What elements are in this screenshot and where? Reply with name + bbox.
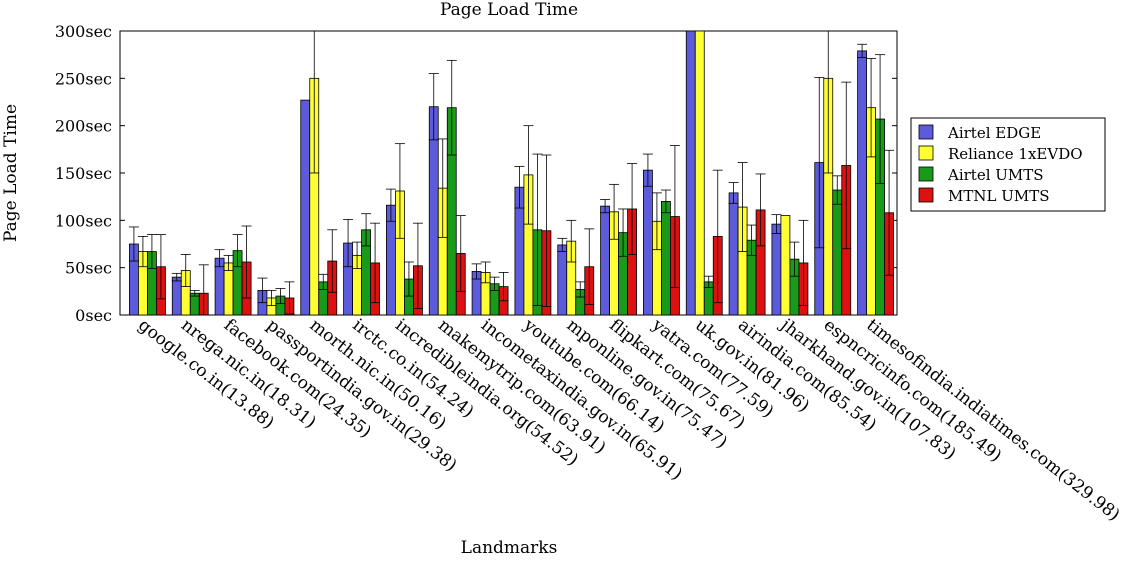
bar-airtel-edge — [557, 244, 568, 316]
legend: Airtel EDGE Reliance 1xEVDO Airtel UMTS MTN… — [910, 117, 1106, 212]
bar-airtel-edge — [771, 223, 782, 316]
bar-airtel-umts — [189, 292, 200, 316]
bar-airtel-edge — [171, 276, 182, 316]
x-axis-title: Landmarks — [461, 538, 558, 558]
legend-label: Airtel EDGE — [947, 124, 1041, 142]
bar-airtel-edge — [300, 99, 311, 316]
y-tick-label: 300sec — [55, 22, 112, 41]
bar-airtel-edge — [600, 205, 610, 316]
y-tick-label: 250sec — [55, 69, 112, 88]
bar-airtel-umts — [661, 200, 671, 316]
bar-airtel-edge — [643, 169, 653, 316]
bar-airtel-edge — [857, 50, 867, 316]
y-tick-label: 100sec — [55, 211, 112, 230]
x-tick-label: jharkhand.gov.in(107.83) — [775, 314, 959, 464]
legend-label: MTNL UMTS — [948, 187, 1050, 205]
y-tick-label: 200sec — [55, 117, 112, 136]
y-axis-title: Page Load Time — [1, 104, 21, 242]
x-tick-label: espncricinfo.com(185.49) — [820, 315, 1006, 466]
y-tick-label: 0sec — [75, 306, 112, 325]
bar-series-group — [129, 30, 894, 316]
legend-label: Reliance 1xEVDO — [948, 145, 1083, 163]
legend-swatch — [918, 124, 934, 140]
x-axis-labels: google.co.in(13.88)nrega.nic.in(18.31)fa… — [134, 314, 1123, 525]
legend-box — [910, 117, 1106, 212]
legend-swatch — [918, 145, 934, 161]
legend-swatch — [918, 166, 934, 182]
bar-airtel-edge — [728, 192, 739, 316]
chart-title: Page Load Time — [440, 0, 578, 20]
legend-swatch — [918, 187, 934, 203]
y-axis: 0sec 50sec 100sec 150sec 200sec 250sec 300sec — [55, 22, 897, 325]
bar-airtel-edge — [685, 30, 696, 316]
bar-airtel-umts — [832, 189, 843, 316]
error-bar-group — [128, 30, 895, 316]
y-tick-label: 150sec — [55, 164, 112, 183]
bar-reliance-1xevdo — [694, 30, 705, 316]
y-tick-label: 50sec — [65, 259, 112, 278]
bar-reliance-1xevdo — [780, 215, 791, 316]
legend-label: Airtel UMTS — [947, 166, 1044, 184]
